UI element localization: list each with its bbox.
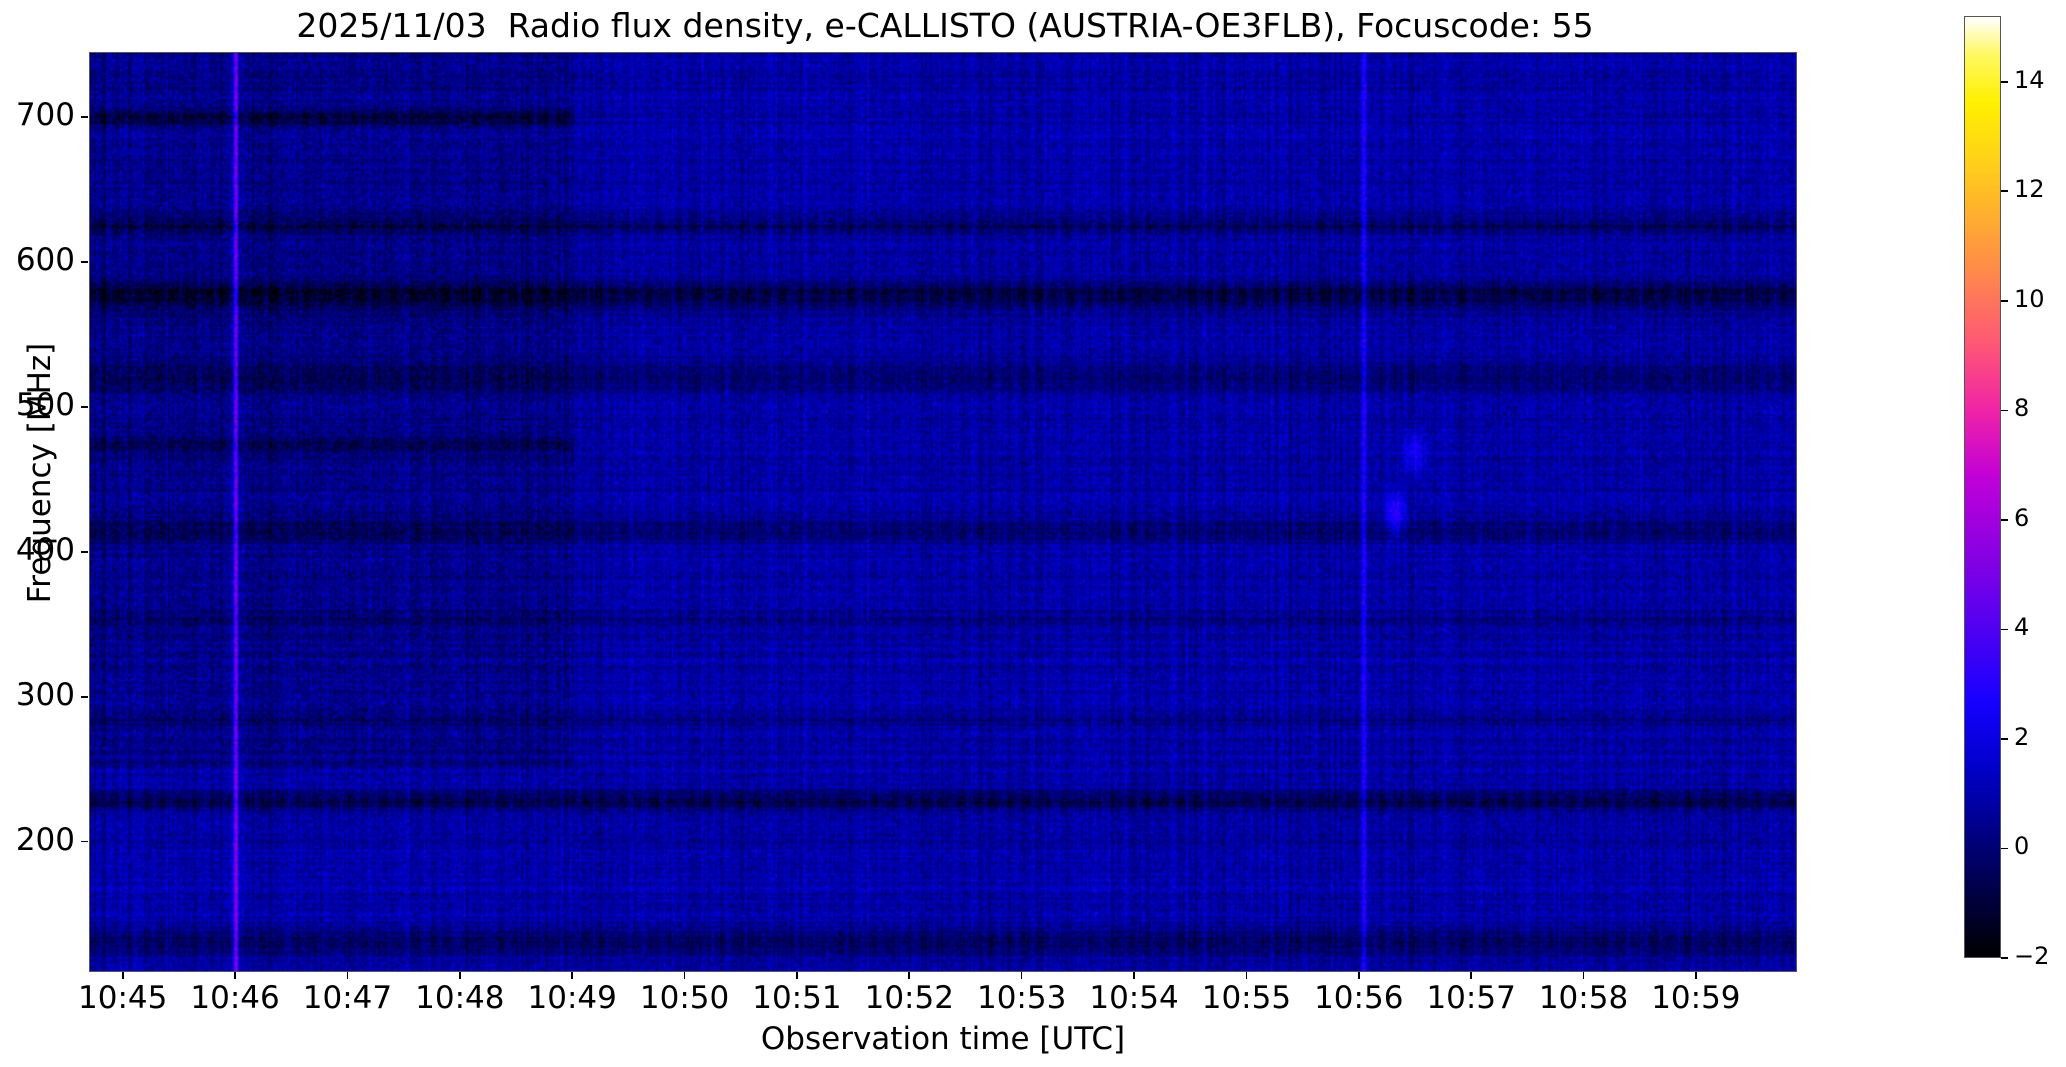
colorbar-tick-label: 2 bbox=[2014, 722, 2030, 751]
x-tick-mark bbox=[908, 972, 911, 979]
x-tick-label: 10:53 bbox=[976, 980, 1067, 1016]
x-tick-label: 10:48 bbox=[415, 980, 505, 1016]
x-tick-mark bbox=[1020, 972, 1023, 979]
y-tick-mark bbox=[81, 551, 88, 553]
x-tick-mark bbox=[121, 972, 124, 979]
colorbar-tick-mark bbox=[2001, 299, 2008, 302]
x-tick-mark bbox=[571, 972, 573, 979]
colorbar-tick-mark bbox=[2001, 190, 2008, 193]
x-tick-label: 10:58 bbox=[1538, 980, 1629, 1016]
x-tick-label: 10:46 bbox=[190, 980, 280, 1016]
colorbar-tick-mark bbox=[2001, 847, 2008, 850]
x-tick-mark bbox=[1470, 972, 1472, 979]
x-tick-mark bbox=[1582, 972, 1585, 979]
y-tick-label: 200 bbox=[15, 821, 75, 858]
x-tick-mark bbox=[346, 972, 349, 979]
x-tick-label: 10:54 bbox=[1089, 980, 1179, 1016]
x-tick-mark bbox=[796, 972, 798, 979]
colorbar-tick-label: 0 bbox=[2014, 832, 2030, 861]
y-tick-label: 400 bbox=[15, 531, 75, 568]
colorbar-tick-label: 12 bbox=[2014, 175, 2045, 204]
x-tick-mark bbox=[683, 972, 686, 979]
colorbar-tick-mark bbox=[2001, 519, 2008, 521]
x-tick-label: 10:51 bbox=[752, 980, 842, 1016]
x-tick-mark bbox=[1133, 972, 1135, 979]
x-tick-mark bbox=[234, 972, 236, 979]
x-tick-label: 10:45 bbox=[78, 980, 168, 1016]
colorbar-tick-label: 10 bbox=[2014, 284, 2045, 313]
spectrogram-plot-area bbox=[89, 52, 1797, 972]
x-tick-mark bbox=[1357, 972, 1360, 979]
colorbar-tick-label: 14 bbox=[2014, 65, 2045, 94]
y-tick-label: 500 bbox=[15, 386, 75, 423]
x-tick-label: 10:47 bbox=[302, 980, 393, 1016]
x-tick-label: 10:52 bbox=[864, 980, 954, 1016]
spectrogram-heatmap bbox=[90, 53, 1796, 971]
colorbar-tick-label: 4 bbox=[2014, 613, 2030, 642]
y-tick-label: 600 bbox=[15, 242, 75, 279]
colorbar-tick-mark bbox=[2001, 738, 2008, 740]
y-tick-label: 700 bbox=[15, 97, 75, 134]
x-tick-label: 10:49 bbox=[527, 980, 617, 1016]
x-tick-mark bbox=[459, 972, 461, 979]
y-axis-label: Frequency [MHz] bbox=[22, 342, 58, 604]
page-title: 2025/11/03 Radio flux density, e-CALLIST… bbox=[296, 6, 1594, 45]
colorbar-tick-mark bbox=[2001, 957, 2008, 959]
x-axis-label: Observation time [UTC] bbox=[760, 1021, 1126, 1057]
x-tick-label: 10:55 bbox=[1201, 980, 1292, 1016]
x-tick-mark bbox=[1695, 972, 1697, 979]
colorbar-tick-label: 8 bbox=[2014, 394, 2030, 423]
colorbar-tick-mark bbox=[2001, 628, 2008, 631]
x-tick-label: 10:57 bbox=[1426, 980, 1516, 1016]
colorbar-tick-mark bbox=[2001, 409, 2008, 412]
x-tick-label: 10:50 bbox=[639, 980, 730, 1016]
x-tick-label: 10:59 bbox=[1651, 980, 1741, 1016]
x-tick-label: 10:56 bbox=[1314, 980, 1404, 1016]
colorbar-tick-mark bbox=[2001, 80, 2008, 83]
y-tick-mark bbox=[81, 116, 88, 118]
colorbar-gradient bbox=[1964, 16, 2001, 958]
y-tick-mark bbox=[81, 261, 88, 263]
x-tick-mark bbox=[1245, 972, 1248, 979]
colorbar-tick-label: −2 bbox=[2014, 942, 2050, 970]
y-tick-mark bbox=[81, 406, 88, 408]
y-tick-mark bbox=[81, 695, 88, 698]
y-tick-label: 300 bbox=[15, 676, 75, 713]
y-tick-mark bbox=[81, 840, 88, 843]
colorbar-tick-label: 6 bbox=[2014, 503, 2030, 532]
